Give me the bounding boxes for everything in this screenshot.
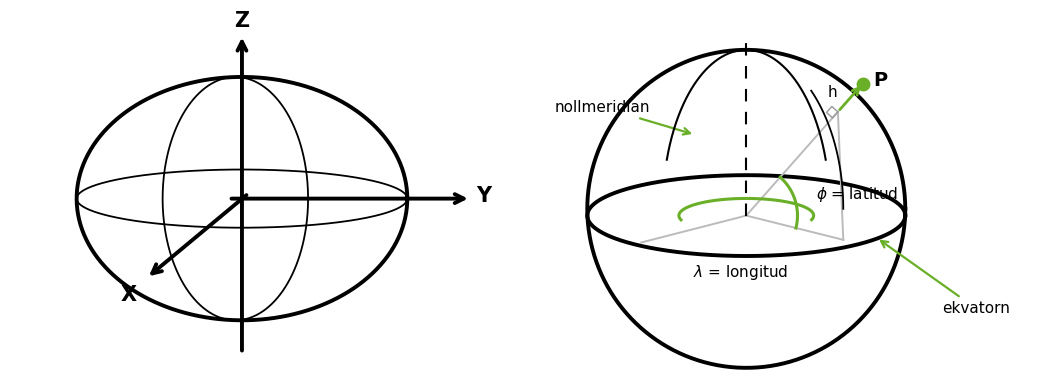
Text: Y: Y: [477, 186, 491, 206]
Text: X: X: [120, 285, 137, 305]
Text: h: h: [828, 85, 837, 100]
Text: ekvatorn: ekvatorn: [881, 241, 1010, 316]
Text: $\lambda$ = longitud: $\lambda$ = longitud: [693, 263, 789, 282]
Text: nollmeridian: nollmeridian: [555, 100, 690, 134]
Text: Z: Z: [235, 12, 249, 31]
Text: $\phi$ = latitud: $\phi$ = latitud: [816, 185, 898, 204]
Text: P: P: [873, 71, 888, 90]
